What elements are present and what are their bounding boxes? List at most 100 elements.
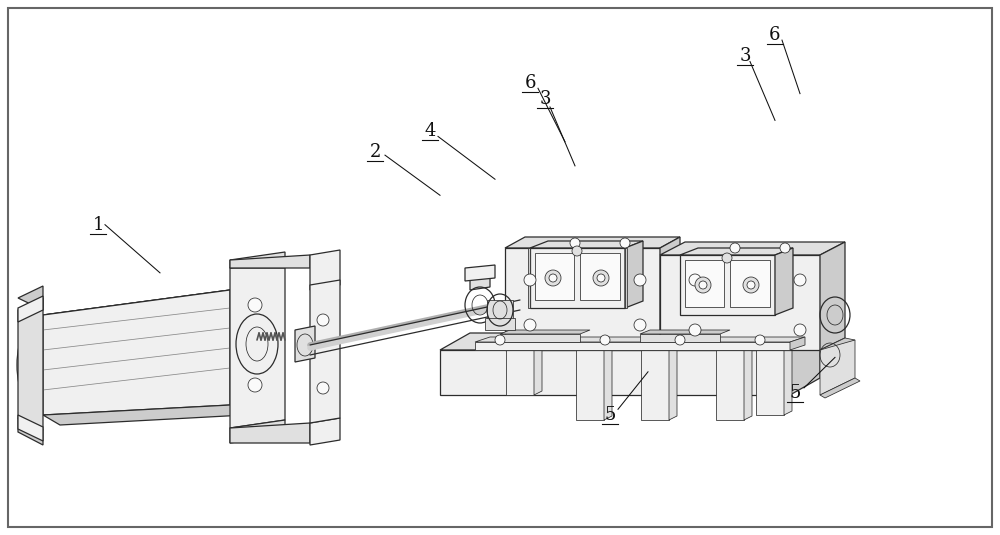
Polygon shape — [784, 346, 792, 415]
Polygon shape — [625, 248, 627, 308]
Polygon shape — [660, 237, 680, 350]
Circle shape — [524, 274, 536, 286]
Polygon shape — [18, 298, 43, 430]
Polygon shape — [576, 346, 612, 350]
Polygon shape — [230, 252, 285, 268]
Circle shape — [794, 324, 806, 336]
Text: 6: 6 — [524, 74, 536, 92]
Circle shape — [248, 298, 262, 312]
Polygon shape — [730, 260, 770, 307]
Circle shape — [524, 319, 536, 331]
Polygon shape — [485, 318, 515, 330]
Polygon shape — [534, 346, 542, 395]
Circle shape — [248, 378, 262, 392]
Circle shape — [743, 277, 759, 293]
Polygon shape — [487, 300, 513, 320]
Polygon shape — [470, 270, 490, 290]
Polygon shape — [43, 290, 230, 415]
Polygon shape — [716, 350, 744, 420]
Polygon shape — [604, 346, 612, 420]
Polygon shape — [820, 340, 855, 395]
Circle shape — [722, 253, 732, 263]
Circle shape — [572, 246, 582, 256]
Text: 3: 3 — [739, 47, 751, 65]
Circle shape — [593, 270, 609, 286]
Polygon shape — [475, 342, 790, 350]
Polygon shape — [660, 242, 845, 255]
Polygon shape — [440, 333, 820, 350]
Polygon shape — [790, 337, 805, 350]
Polygon shape — [310, 280, 340, 423]
Polygon shape — [640, 334, 720, 342]
Circle shape — [545, 270, 561, 286]
Polygon shape — [744, 346, 752, 420]
Circle shape — [730, 243, 740, 253]
Circle shape — [634, 274, 646, 286]
Polygon shape — [528, 248, 530, 308]
Text: 6: 6 — [769, 26, 781, 44]
Polygon shape — [506, 346, 542, 350]
Polygon shape — [18, 415, 43, 441]
Circle shape — [675, 335, 685, 345]
Polygon shape — [576, 350, 604, 420]
Text: 2: 2 — [369, 143, 381, 162]
Polygon shape — [465, 265, 495, 281]
Polygon shape — [580, 253, 620, 300]
Circle shape — [634, 319, 646, 331]
Circle shape — [317, 382, 329, 394]
Polygon shape — [641, 346, 677, 350]
Text: 5: 5 — [604, 406, 616, 424]
Polygon shape — [18, 418, 43, 445]
Polygon shape — [680, 255, 775, 315]
Polygon shape — [43, 405, 245, 425]
Text: 5: 5 — [789, 384, 801, 402]
Circle shape — [549, 274, 557, 282]
Circle shape — [597, 274, 605, 282]
Polygon shape — [18, 286, 43, 310]
Circle shape — [495, 335, 505, 345]
Polygon shape — [535, 253, 574, 300]
Polygon shape — [230, 255, 310, 268]
Polygon shape — [310, 250, 340, 290]
Polygon shape — [820, 378, 860, 398]
Polygon shape — [660, 255, 820, 350]
Polygon shape — [310, 418, 340, 445]
Polygon shape — [820, 242, 845, 350]
Polygon shape — [530, 248, 625, 308]
Polygon shape — [506, 350, 534, 395]
Circle shape — [699, 281, 707, 289]
Polygon shape — [230, 420, 285, 443]
Text: 1: 1 — [92, 216, 104, 234]
Polygon shape — [500, 330, 590, 334]
Circle shape — [317, 314, 329, 326]
Polygon shape — [530, 241, 643, 248]
Polygon shape — [230, 260, 285, 428]
Polygon shape — [295, 326, 315, 362]
Circle shape — [620, 238, 630, 248]
Circle shape — [755, 335, 765, 345]
Circle shape — [747, 281, 755, 289]
Polygon shape — [685, 260, 724, 307]
Polygon shape — [716, 346, 752, 350]
Polygon shape — [440, 350, 790, 395]
Polygon shape — [640, 330, 730, 334]
Circle shape — [695, 277, 711, 293]
Polygon shape — [43, 290, 245, 323]
Circle shape — [570, 238, 580, 248]
Polygon shape — [641, 350, 669, 420]
Polygon shape — [756, 346, 792, 350]
Text: 3: 3 — [539, 90, 551, 108]
Polygon shape — [775, 248, 793, 315]
Polygon shape — [669, 346, 677, 420]
Polygon shape — [18, 296, 43, 322]
Polygon shape — [230, 423, 310, 443]
Polygon shape — [790, 333, 820, 395]
Text: 4: 4 — [424, 122, 436, 140]
Polygon shape — [500, 334, 580, 342]
Polygon shape — [820, 338, 855, 352]
Circle shape — [600, 335, 610, 345]
Polygon shape — [625, 241, 643, 308]
Polygon shape — [505, 237, 680, 248]
Polygon shape — [505, 248, 660, 350]
Polygon shape — [680, 248, 793, 255]
